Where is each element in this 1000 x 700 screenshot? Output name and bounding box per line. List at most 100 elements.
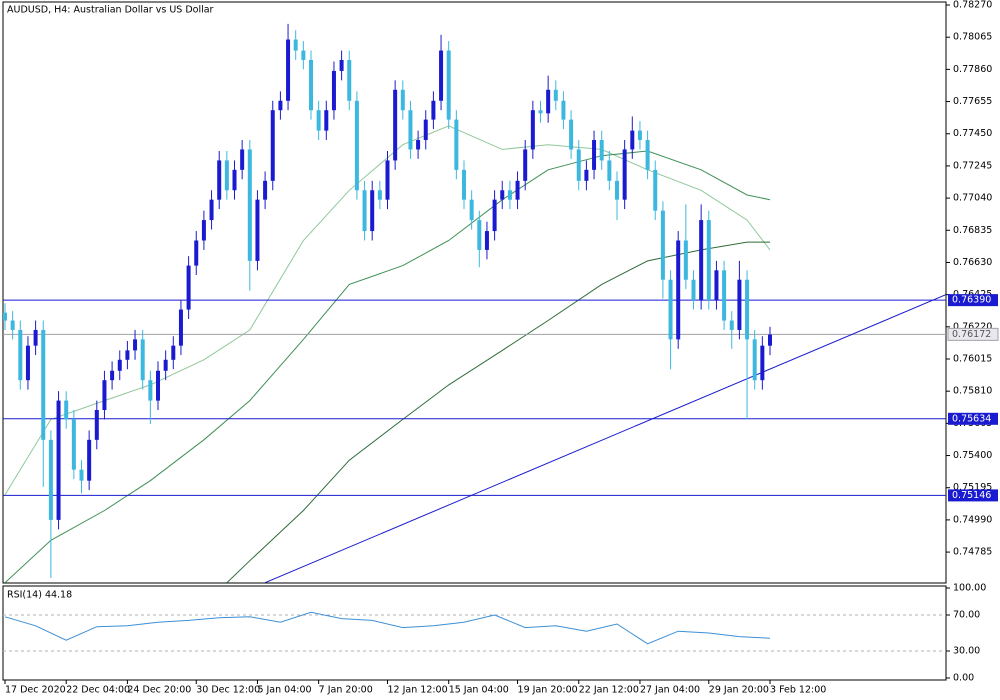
candle-body xyxy=(699,220,704,301)
candle-body xyxy=(752,339,757,381)
candle-body xyxy=(163,359,168,371)
candle-body xyxy=(416,140,421,150)
candle-body xyxy=(760,345,765,381)
candle-body xyxy=(592,140,597,170)
candle-body xyxy=(637,130,642,141)
candle-body xyxy=(553,89,558,101)
candle-body xyxy=(408,110,413,150)
candle-body xyxy=(232,169,237,191)
candle-body xyxy=(33,329,38,346)
candle-body xyxy=(630,130,635,150)
candle-body xyxy=(530,110,535,150)
candle-body xyxy=(286,39,291,101)
candle-body xyxy=(347,59,352,101)
rsi-label: RSI(14) 44.18 xyxy=(7,590,72,601)
rsi-line xyxy=(4,611,771,645)
y-tick-label: 0.78065 xyxy=(953,32,992,43)
candle-body xyxy=(79,469,84,481)
candle-body xyxy=(224,160,229,191)
candle-body xyxy=(515,180,520,200)
candle-body xyxy=(48,439,53,520)
candle-body xyxy=(194,240,199,266)
y-tick-label: 0.77655 xyxy=(953,96,992,107)
y-tick-label: 0.76015 xyxy=(953,353,992,364)
candle-body xyxy=(576,149,581,181)
x-tick-label: 5 Jan 04:00 xyxy=(257,685,311,696)
candle-body xyxy=(217,160,222,200)
candle-body xyxy=(737,279,742,330)
candle-body xyxy=(660,210,665,280)
candle-body xyxy=(255,199,260,261)
y-tick-label: 0.74990 xyxy=(953,514,992,525)
candle-body xyxy=(469,199,474,221)
y-tick-label: 0.77245 xyxy=(953,160,992,171)
candle-body xyxy=(599,140,604,161)
x-tick-label: 22 Dec 04:00 xyxy=(66,685,130,696)
candle-body xyxy=(240,149,245,170)
candle-body xyxy=(178,309,183,346)
x-tick-label: 27 Jan 04:00 xyxy=(640,685,700,696)
rsi-tick-label: 0.00 xyxy=(953,673,974,684)
candle-body xyxy=(186,265,191,310)
candle-body xyxy=(309,59,313,111)
candle-body xyxy=(722,270,727,321)
candle-body xyxy=(484,231,489,250)
candle-body xyxy=(301,50,306,60)
current-price-tag xyxy=(947,327,999,341)
chart-title: AUDUSD, H4: Australian Dollar vs US Doll… xyxy=(7,5,214,16)
y-tick-label: 0.74785 xyxy=(953,547,992,558)
x-tick-label: 12 Jan 12:00 xyxy=(388,685,448,696)
candle-body xyxy=(691,279,696,301)
candle-body xyxy=(3,312,7,321)
x-tick-label: 3 Feb 12:00 xyxy=(770,685,826,696)
candle-body xyxy=(584,169,589,181)
candle-body xyxy=(462,169,466,200)
x-tick-label: 19 Jan 20:00 xyxy=(518,685,578,696)
y-tick-label: 0.75400 xyxy=(953,450,992,461)
candle-body xyxy=(645,140,650,170)
rsi-pane xyxy=(2,585,947,681)
candle-body xyxy=(87,439,92,481)
candle-body xyxy=(125,350,130,360)
candle-body xyxy=(370,190,375,232)
candle-body xyxy=(270,110,275,181)
candle-body xyxy=(622,149,627,200)
candle-body xyxy=(607,160,612,181)
x-tick-label: 30 Dec 12:00 xyxy=(196,685,260,696)
candle-body xyxy=(714,270,719,301)
moving-average xyxy=(4,150,771,583)
candle-body xyxy=(94,410,99,440)
candle-body xyxy=(71,419,76,470)
level-tag xyxy=(948,489,998,502)
level-label: 0.76390 xyxy=(952,295,991,306)
candle-body xyxy=(615,180,619,200)
candle-body xyxy=(331,70,336,111)
candle-body xyxy=(768,334,772,346)
level-tag xyxy=(948,412,998,425)
candle-body xyxy=(423,119,428,141)
candle-body xyxy=(362,190,367,232)
candle-body xyxy=(263,180,268,200)
rsi-tick-label: 70.00 xyxy=(953,610,980,621)
candle-body xyxy=(117,359,122,371)
candle-body xyxy=(171,345,176,360)
current-price-label: 0.76172 xyxy=(952,329,991,340)
y-tick-label: 0.76220 xyxy=(953,321,992,332)
candle-body xyxy=(156,370,160,401)
x-tick-label: 15 Jan 04:00 xyxy=(449,685,509,696)
candle-body xyxy=(339,59,344,71)
candle-body xyxy=(561,100,566,120)
candle-body xyxy=(393,89,398,161)
candle-body xyxy=(140,339,145,381)
candle-body xyxy=(25,345,30,381)
main-pane xyxy=(2,1,947,584)
candle-body xyxy=(523,149,528,181)
candle-body xyxy=(278,100,283,111)
x-tick-label: 7 Jan 20:00 xyxy=(319,685,373,696)
trendline xyxy=(264,294,946,583)
y-tick-label: 0.76630 xyxy=(953,257,992,268)
candle-body xyxy=(676,240,681,340)
x-tick-label: 22 Jan 12:00 xyxy=(579,685,639,696)
candle-body xyxy=(477,220,482,250)
